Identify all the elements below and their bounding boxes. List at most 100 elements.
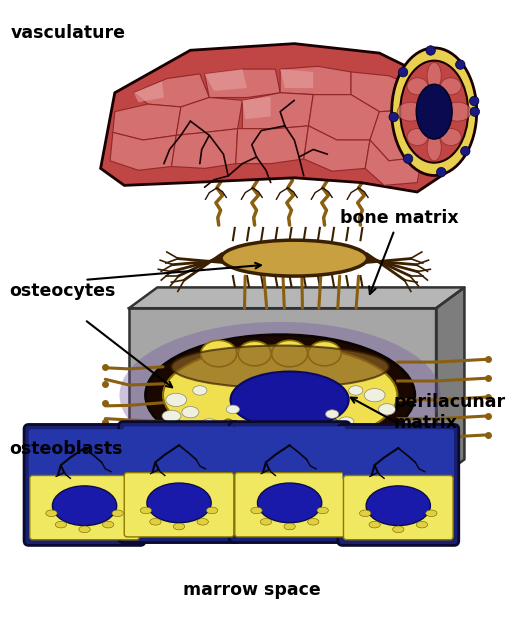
Ellipse shape: [271, 340, 308, 367]
FancyBboxPatch shape: [24, 424, 145, 545]
Ellipse shape: [257, 483, 322, 523]
Ellipse shape: [397, 102, 424, 121]
Ellipse shape: [416, 84, 452, 139]
Text: marrow space: marrow space: [183, 582, 321, 600]
Ellipse shape: [416, 521, 427, 528]
Ellipse shape: [323, 418, 342, 457]
Ellipse shape: [427, 62, 442, 89]
FancyBboxPatch shape: [235, 472, 344, 537]
Ellipse shape: [456, 60, 465, 69]
Ellipse shape: [197, 519, 208, 525]
Ellipse shape: [173, 523, 185, 530]
Ellipse shape: [150, 519, 161, 525]
Ellipse shape: [251, 507, 262, 514]
FancyBboxPatch shape: [123, 426, 235, 477]
Polygon shape: [113, 104, 181, 140]
FancyBboxPatch shape: [234, 426, 345, 477]
Polygon shape: [172, 129, 238, 168]
FancyBboxPatch shape: [119, 422, 239, 543]
Polygon shape: [280, 69, 313, 88]
Ellipse shape: [366, 486, 430, 525]
Ellipse shape: [407, 78, 428, 95]
Polygon shape: [134, 74, 209, 107]
Ellipse shape: [392, 48, 477, 175]
Ellipse shape: [379, 404, 395, 415]
Ellipse shape: [226, 405, 239, 414]
Ellipse shape: [221, 240, 368, 276]
Text: osteoblasts: osteoblasts: [9, 440, 122, 458]
Polygon shape: [365, 140, 422, 185]
Polygon shape: [110, 132, 176, 170]
Ellipse shape: [360, 510, 371, 517]
Ellipse shape: [445, 102, 471, 121]
Ellipse shape: [147, 483, 211, 523]
Text: bone matrix: bone matrix: [340, 209, 458, 294]
Ellipse shape: [440, 129, 461, 145]
Ellipse shape: [407, 129, 428, 145]
Ellipse shape: [230, 371, 349, 428]
Polygon shape: [309, 95, 380, 140]
Text: osteocytes: osteocytes: [9, 282, 116, 300]
Ellipse shape: [369, 521, 380, 528]
Ellipse shape: [162, 410, 181, 422]
Text: vasculature: vasculature: [11, 24, 126, 42]
Ellipse shape: [112, 510, 123, 517]
Polygon shape: [205, 69, 247, 91]
Ellipse shape: [140, 507, 152, 514]
Ellipse shape: [426, 46, 435, 55]
Ellipse shape: [52, 486, 117, 525]
Ellipse shape: [149, 335, 412, 456]
Text: perilacunar
matrix: perilacunar matrix: [394, 393, 506, 432]
Polygon shape: [129, 288, 465, 308]
FancyBboxPatch shape: [229, 422, 350, 543]
Ellipse shape: [260, 519, 271, 525]
Polygon shape: [243, 97, 271, 119]
Ellipse shape: [193, 386, 207, 395]
FancyBboxPatch shape: [29, 429, 140, 480]
Ellipse shape: [206, 507, 218, 514]
Ellipse shape: [400, 61, 468, 163]
Ellipse shape: [145, 334, 415, 456]
Polygon shape: [280, 66, 351, 95]
Polygon shape: [236, 126, 309, 163]
Ellipse shape: [79, 526, 90, 533]
Ellipse shape: [469, 96, 479, 105]
Ellipse shape: [364, 389, 385, 402]
Ellipse shape: [460, 147, 470, 156]
Polygon shape: [134, 81, 164, 102]
Ellipse shape: [284, 523, 295, 530]
Polygon shape: [176, 97, 243, 135]
Ellipse shape: [389, 112, 398, 122]
Ellipse shape: [284, 419, 304, 462]
FancyBboxPatch shape: [30, 475, 139, 540]
Ellipse shape: [166, 393, 186, 406]
Ellipse shape: [120, 322, 441, 469]
Ellipse shape: [201, 419, 218, 428]
Ellipse shape: [440, 78, 461, 95]
Ellipse shape: [201, 340, 237, 367]
Ellipse shape: [317, 507, 328, 514]
Polygon shape: [351, 72, 417, 112]
Ellipse shape: [308, 519, 319, 525]
Ellipse shape: [172, 346, 389, 388]
Ellipse shape: [46, 510, 57, 517]
Ellipse shape: [182, 406, 199, 418]
FancyBboxPatch shape: [342, 429, 454, 480]
Polygon shape: [243, 93, 313, 129]
Ellipse shape: [398, 67, 408, 77]
Ellipse shape: [393, 526, 404, 533]
Polygon shape: [129, 308, 436, 480]
Polygon shape: [436, 288, 465, 480]
FancyBboxPatch shape: [343, 475, 453, 540]
Polygon shape: [205, 69, 280, 97]
Polygon shape: [304, 126, 370, 171]
Ellipse shape: [255, 422, 274, 467]
Ellipse shape: [238, 341, 271, 366]
Ellipse shape: [470, 107, 479, 117]
FancyBboxPatch shape: [338, 424, 459, 545]
Ellipse shape: [163, 346, 397, 445]
Ellipse shape: [403, 154, 413, 163]
Polygon shape: [370, 110, 427, 161]
Polygon shape: [408, 88, 446, 130]
Ellipse shape: [349, 386, 363, 395]
